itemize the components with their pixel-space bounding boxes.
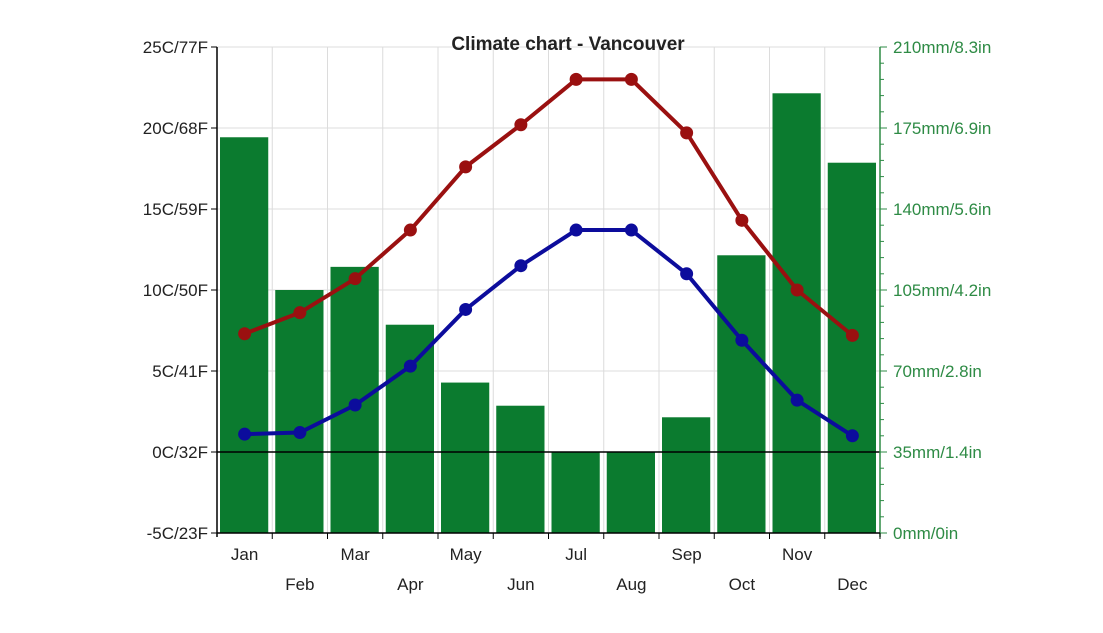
- month-label-sep: Sep: [672, 545, 702, 564]
- right-tick-label: 70mm/2.8in: [893, 362, 982, 381]
- bar-feb: [275, 290, 324, 533]
- min-temp-point-aug: [624, 223, 638, 237]
- bar-jun: [496, 405, 545, 533]
- month-label-jun: Jun: [507, 575, 534, 594]
- month-label-dec: Dec: [837, 575, 868, 594]
- max-temp-point-jun: [514, 118, 528, 132]
- right-tick-label: 175mm/6.9in: [893, 119, 991, 138]
- right-tick-label: 140mm/5.6in: [893, 200, 991, 219]
- min-temp-point-apr: [403, 359, 417, 373]
- month-label-oct: Oct: [729, 575, 756, 594]
- left-tick-label: 5C/41F: [152, 362, 208, 381]
- min-temp-line: [244, 228, 854, 438]
- bar-nov: [772, 93, 821, 534]
- bar-dec: [827, 162, 876, 533]
- max-temp-point-apr: [403, 223, 417, 237]
- min-temp-point-jul: [569, 223, 583, 237]
- chart-title: Climate chart - Vancouver: [451, 34, 685, 55]
- max-temp-point-dec: [845, 328, 859, 342]
- left-tick-label: 15C/59F: [143, 200, 208, 219]
- min-temp-point-feb: [293, 426, 307, 440]
- temperature-lines: [238, 72, 859, 443]
- right-tick-label: 0mm/0in: [893, 524, 958, 543]
- month-label-jan: Jan: [231, 545, 258, 564]
- month-label-nov: Nov: [782, 545, 813, 564]
- bar-jul: [551, 452, 600, 533]
- min-temp-point-sep: [680, 267, 694, 281]
- left-tick-label: 0C/32F: [152, 443, 208, 462]
- month-label-aug: Aug: [616, 575, 646, 594]
- min-temp-point-jan: [238, 427, 252, 441]
- max-temp-line: [243, 77, 854, 337]
- min-temp-point-nov: [790, 393, 804, 407]
- bar-oct: [717, 255, 766, 534]
- min-temp-point-jun: [514, 259, 528, 273]
- bar-may: [441, 382, 490, 533]
- max-temp-point-nov: [790, 283, 804, 297]
- left-tick-label: -5C/23F: [147, 524, 208, 543]
- min-temp-point-mar: [348, 398, 362, 412]
- bar-aug: [606, 452, 655, 533]
- precipitation-bars: [220, 93, 876, 534]
- left-tick-label: 10C/50F: [143, 281, 208, 300]
- max-temp-point-jan: [238, 327, 252, 341]
- max-temp-point-may: [459, 160, 473, 174]
- max-temp-point-feb: [293, 306, 307, 320]
- max-temp-point-oct: [735, 213, 749, 227]
- month-label-apr: Apr: [397, 575, 424, 594]
- axes: 25C/77F 20C/68F 15C/59F 10C/50F 5C/41F 0C/32F…: [143, 38, 991, 594]
- min-temp-point-oct: [735, 333, 749, 347]
- max-temp-point-aug: [624, 72, 638, 86]
- right-tick-label: 210mm/8.3in: [893, 38, 991, 57]
- month-label-may: May: [450, 545, 483, 564]
- min-temp-point-may: [459, 302, 473, 316]
- max-temp-point-jul: [569, 72, 583, 86]
- month-label-feb: Feb: [285, 575, 314, 594]
- bar-apr: [385, 324, 434, 533]
- left-tick-label: 20C/68F: [143, 119, 208, 138]
- right-tick-label: 35mm/1.4in: [893, 443, 982, 462]
- max-temp-point-sep: [680, 126, 694, 140]
- month-label-jul: Jul: [565, 545, 587, 564]
- left-tick-label: 25C/77F: [143, 38, 208, 57]
- max-temp-point-mar: [348, 272, 362, 286]
- right-tick-label: 105mm/4.2in: [893, 281, 991, 300]
- month-label-mar: Mar: [340, 545, 370, 564]
- min-temp-point-dec: [845, 429, 859, 443]
- bar-sep: [662, 417, 711, 533]
